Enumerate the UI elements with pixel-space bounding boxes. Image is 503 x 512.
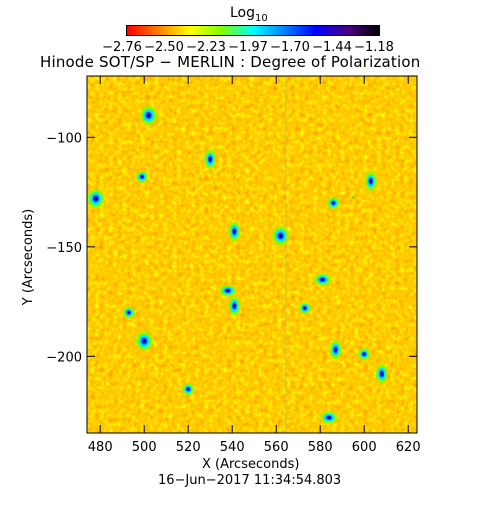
plot-frame (86, 75, 418, 434)
plot-area: 480 500 520 540 560 580 600 620 −100 −150 −200 (46, 75, 421, 455)
x-tick-label: 520 (176, 440, 201, 455)
x-tick-label: 500 (132, 440, 157, 455)
polarization-patch (135, 331, 153, 351)
polarization-patch (228, 296, 241, 316)
x-tick-label: 600 (352, 440, 377, 455)
polarization-patch (358, 348, 371, 361)
colorbar-ticks: −2.76 −2.50 −2.23 −1.97 −1.70 −1.44 −1.18 (102, 40, 394, 55)
y-tick-label: −100 (46, 131, 82, 146)
heatmap-texture (87, 76, 417, 433)
colorbar-tick-label: −2.76 (102, 40, 142, 55)
polarization-patch (375, 364, 388, 384)
polarization-patch (219, 284, 237, 297)
polarization-patch (182, 383, 195, 396)
polarization-patch (364, 171, 377, 191)
polarization-patch (204, 149, 217, 169)
colorbar-tick-label: −1.70 (270, 40, 310, 55)
colorbar-tick-label: −1.97 (228, 40, 268, 55)
polarization-patch (87, 189, 105, 209)
polarization-patch (314, 273, 331, 286)
polarization-patch (329, 340, 342, 360)
timestamp-footer: 16−Jun−2017 11:34:54.803 (158, 473, 342, 488)
colorbar-tick-label: −2.50 (144, 40, 184, 55)
polarization-patch (272, 226, 289, 246)
colorbar (126, 25, 380, 36)
y-axis-label: Y (Arcseconds) (21, 208, 36, 306)
x-tick-label: 480 (88, 440, 113, 455)
polarization-patch (228, 221, 241, 242)
polarization-patch (298, 302, 311, 315)
polarization-patch (122, 306, 135, 319)
polarization-patch (136, 170, 148, 183)
x-tick-label: 560 (264, 440, 289, 455)
colorbar-tick-label: −2.23 (186, 40, 226, 55)
colorbar-tick-label: −1.44 (312, 40, 352, 55)
polarization-patch (140, 105, 158, 126)
y-tick-label: −200 (46, 350, 82, 365)
y-tick-label: −150 (46, 241, 82, 256)
x-tick-label: 580 (308, 440, 333, 455)
polarization-patch (327, 197, 340, 210)
x-tick-label: 620 (396, 440, 421, 455)
colorbar-title: Log10 (230, 5, 268, 24)
x-axis-label: X (Arcseconds) (202, 457, 300, 472)
colorbar-tick-label: −1.18 (354, 40, 394, 55)
polarization-patch (320, 411, 338, 424)
plot-title: Hinode SOT/SP − MERLIN : Degree of Polar… (40, 53, 421, 71)
x-tick-label: 540 (220, 440, 245, 455)
